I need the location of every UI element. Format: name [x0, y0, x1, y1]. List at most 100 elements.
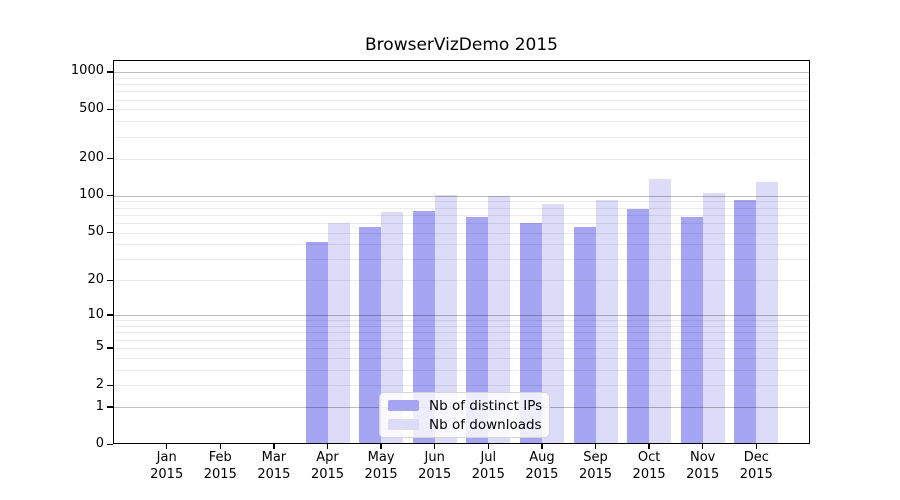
bar-downloads-sep [595, 200, 618, 444]
x-tick-label: Feb 2015 [203, 450, 237, 482]
y-tick [107, 406, 113, 408]
gridline-minor [113, 121, 810, 123]
gridline-minor [113, 347, 810, 349]
gridline-minor [113, 207, 810, 209]
x-tick [219, 444, 222, 449]
x-tick [487, 444, 490, 449]
x-tick-label: Dec 2015 [739, 450, 773, 482]
gridline-minor [113, 320, 810, 322]
gridline-minor [113, 91, 810, 93]
y-tick [107, 108, 113, 111]
bar-distinct-ips-oct [627, 208, 650, 444]
gridline-minor [113, 357, 810, 359]
x-tick-label: Aug 2015 [525, 450, 559, 482]
bar-distinct-ips-aug [519, 222, 542, 444]
y-tick-label: 10 [87, 306, 104, 322]
legend-swatch-downloads [388, 419, 419, 430]
y-tick [107, 157, 113, 160]
gridline-minor [113, 280, 810, 282]
y-tick [107, 384, 113, 386]
y-tick [107, 347, 113, 349]
bar-distinct-ips-jul [466, 216, 489, 444]
legend-label-distinct-ips: Nb of distinct IPs [429, 397, 543, 414]
gridline-minor [113, 77, 810, 79]
x-tick-label: Apr 2015 [310, 450, 345, 482]
chart-title: BrowserVizDemo 2015 [365, 35, 558, 55]
x-tick [594, 444, 597, 449]
x-tick-label: Sep 2015 [578, 450, 613, 482]
y-tick-label: 200 [79, 150, 104, 166]
x-tick [701, 444, 704, 449]
x-tick [755, 444, 758, 449]
x-tick-label: Jul 2015 [471, 450, 505, 482]
gridline-minor [113, 109, 810, 111]
y-tick-label: 1000 [70, 63, 104, 79]
bar-distinct-ips-dec [734, 200, 757, 444]
gridline-minor [113, 201, 810, 203]
y-tick-label: 50 [87, 224, 104, 239]
bar-downloads-jun [434, 195, 457, 444]
x-tick [541, 444, 543, 449]
gridline-minor [113, 214, 810, 216]
gridline-minor [113, 136, 810, 138]
bar-downloads-apr [327, 222, 350, 444]
x-tick-label: Nov 2015 [686, 450, 720, 482]
bar-downloads-dec [756, 181, 779, 444]
x-tick [326, 444, 329, 449]
gridline-major [113, 71, 810, 73]
x-tick-label: Jun 2015 [418, 450, 452, 482]
bar-downloads-oct [649, 178, 672, 444]
x-tick [273, 444, 275, 449]
y-tick [107, 279, 113, 282]
bar-distinct-ips-jun [412, 210, 435, 444]
gridline-minor [113, 158, 810, 160]
bar-downloads-nov [702, 193, 725, 444]
x-tick-label: Mar 2015 [257, 450, 291, 482]
x-tick [433, 444, 436, 449]
x-tick [380, 444, 382, 449]
gridline-minor [113, 326, 810, 328]
y-tick-label: 500 [79, 100, 104, 116]
bar-distinct-ips-nov [680, 216, 703, 444]
gridline-minor [113, 259, 810, 261]
gridline-minor [113, 332, 810, 334]
y-tick [107, 443, 113, 446]
legend-item-distinct-ips: Nb of distinct IPs [388, 397, 543, 414]
bar-distinct-ips-apr [305, 241, 328, 444]
y-tick-label: 2 [95, 376, 104, 392]
y-tick-label: 100 [79, 187, 104, 203]
gridline-major [113, 195, 810, 197]
gridline-minor [113, 369, 810, 371]
x-tick-label: May 2015 [364, 450, 398, 482]
legend-swatch-distinct-ips [388, 400, 419, 411]
y-tick [107, 314, 113, 316]
legend-item-downloads: Nb of downloads [388, 416, 542, 433]
y-tick [107, 194, 113, 197]
y-tick-label: 5 [95, 339, 104, 355]
y-tick-label: 1 [95, 398, 104, 414]
gridline-minor [113, 222, 810, 224]
gridline-minor [113, 232, 810, 234]
bar-downloads-jul [488, 195, 511, 444]
x-tick [165, 444, 168, 449]
gridline-minor [113, 339, 810, 341]
bar-distinct-ips-sep [573, 227, 596, 444]
legend: Nb of distinct IPs Nb of downloads [379, 392, 550, 438]
gridline-major [113, 315, 810, 317]
gridline-minor [113, 99, 810, 101]
gridline-minor [113, 84, 810, 85]
x-tick-label: Jan 2015 [150, 450, 184, 482]
y-tick-label: 0 [95, 436, 104, 451]
y-tick-label: 20 [87, 271, 104, 287]
bar-downloads-aug [541, 203, 564, 444]
x-tick [648, 444, 650, 449]
y-tick [107, 71, 113, 73]
x-tick-label: Oct 2015 [632, 450, 666, 482]
y-tick [107, 231, 113, 234]
bar-distinct-ips-may [359, 226, 382, 444]
gridline-minor [113, 244, 810, 246]
legend-label-downloads: Nb of downloads [429, 416, 542, 433]
gridline-minor [113, 385, 810, 387]
bar-downloads-may [381, 212, 404, 444]
